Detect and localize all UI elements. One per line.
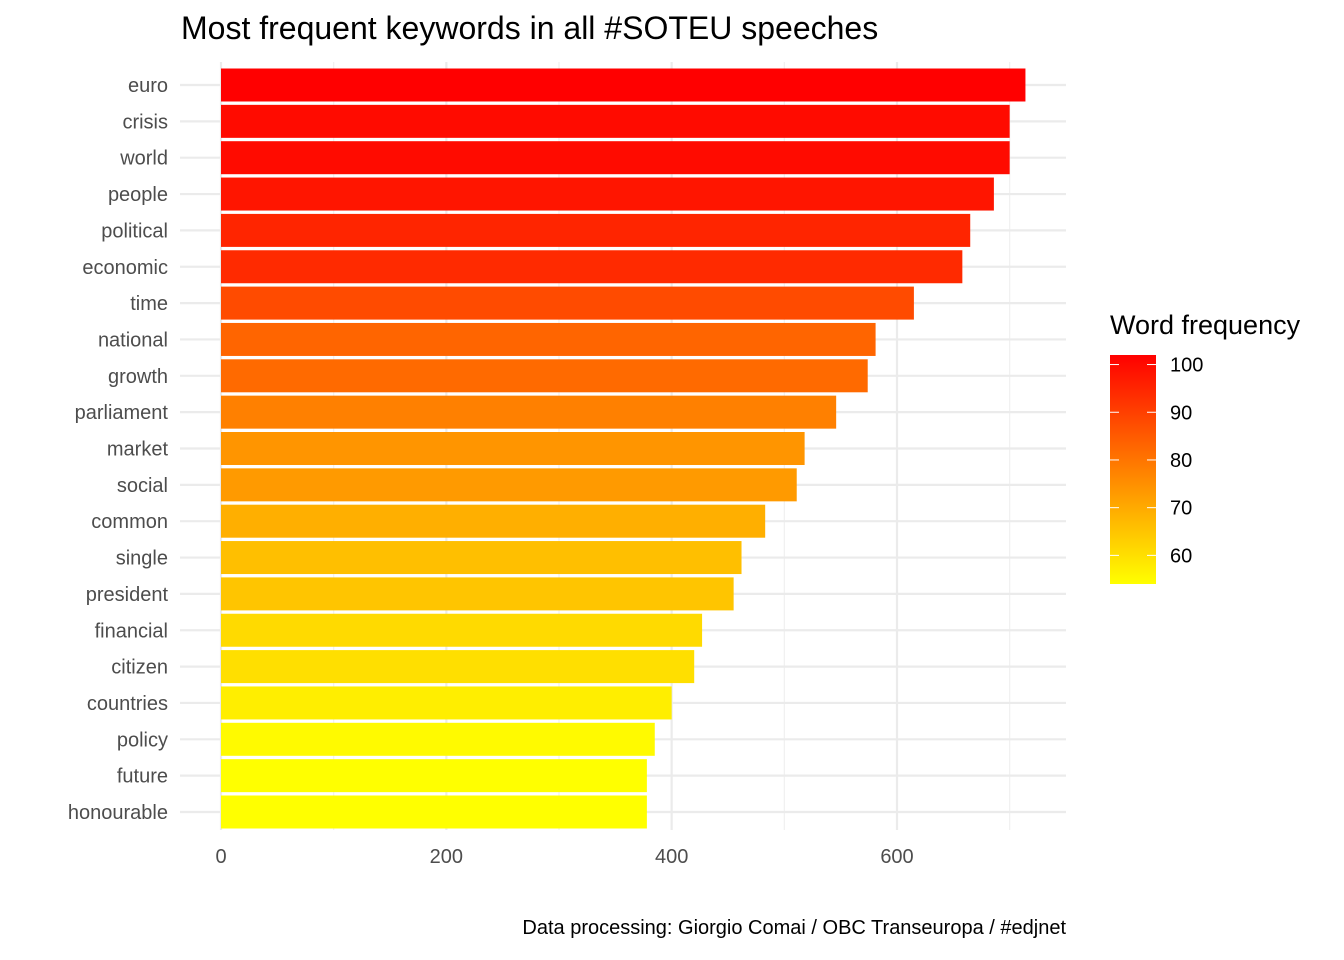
legend-colorbar — [1110, 355, 1156, 584]
legend-title: Word frequency — [1110, 310, 1301, 340]
bar-president — [221, 577, 734, 611]
category-label: future — [117, 766, 168, 788]
category-label: growth — [108, 366, 168, 388]
bar-economic — [221, 250, 963, 284]
category-label: president — [86, 584, 169, 606]
bar-world — [221, 141, 1010, 175]
category-label: financial — [95, 620, 168, 642]
category-label: market — [107, 439, 169, 461]
bar-policy — [221, 722, 655, 756]
bar-parliament — [221, 395, 837, 429]
bar-countries — [221, 686, 672, 720]
bar-citizen — [221, 650, 695, 684]
bar-people — [221, 177, 994, 211]
chart-title: Most frequent keywords in all #SOTEU spe… — [181, 10, 879, 46]
category-label: political — [101, 220, 168, 242]
category-label: single — [116, 548, 168, 570]
category-label: world — [119, 148, 168, 170]
category-label: citizen — [111, 657, 168, 679]
bar-common — [221, 504, 766, 538]
x-tick-label: 200 — [430, 846, 463, 868]
category-label: common — [91, 511, 168, 533]
bar-social — [221, 468, 797, 502]
category-label: honourable — [68, 802, 168, 824]
legend-tick-label: 60 — [1170, 545, 1192, 567]
bar-time — [221, 286, 914, 320]
x-tick-label: 0 — [215, 846, 226, 868]
category-label: crisis — [122, 111, 168, 133]
chart-caption: Data processing: Giorgio Comai / OBC Tra… — [522, 917, 1066, 939]
bar-crisis — [221, 104, 1010, 138]
category-label: euro — [128, 75, 168, 97]
legend-tick-label: 90 — [1170, 402, 1192, 424]
legend-tick-label: 70 — [1170, 498, 1192, 520]
bar-national — [221, 322, 876, 356]
bar-euro — [221, 68, 1026, 102]
x-tick-label: 400 — [655, 846, 688, 868]
legend-tick-label: 100 — [1170, 355, 1203, 377]
bar-future — [221, 759, 647, 793]
bar-single — [221, 541, 742, 575]
bar-honourable — [221, 795, 647, 829]
bar-growth — [221, 359, 868, 393]
category-label: countries — [87, 693, 168, 715]
category-label: economic — [82, 257, 168, 279]
bar-market — [221, 432, 805, 465]
category-label: national — [98, 329, 168, 351]
x-tick-label: 600 — [880, 846, 913, 868]
legend-tick-label: 80 — [1170, 450, 1192, 472]
bar-political — [221, 213, 971, 247]
category-label: parliament — [75, 402, 169, 424]
category-label: people — [108, 184, 168, 206]
bar-financial — [221, 613, 703, 647]
category-label: social — [117, 475, 168, 497]
category-label: policy — [117, 729, 168, 751]
category-label: time — [130, 293, 168, 315]
